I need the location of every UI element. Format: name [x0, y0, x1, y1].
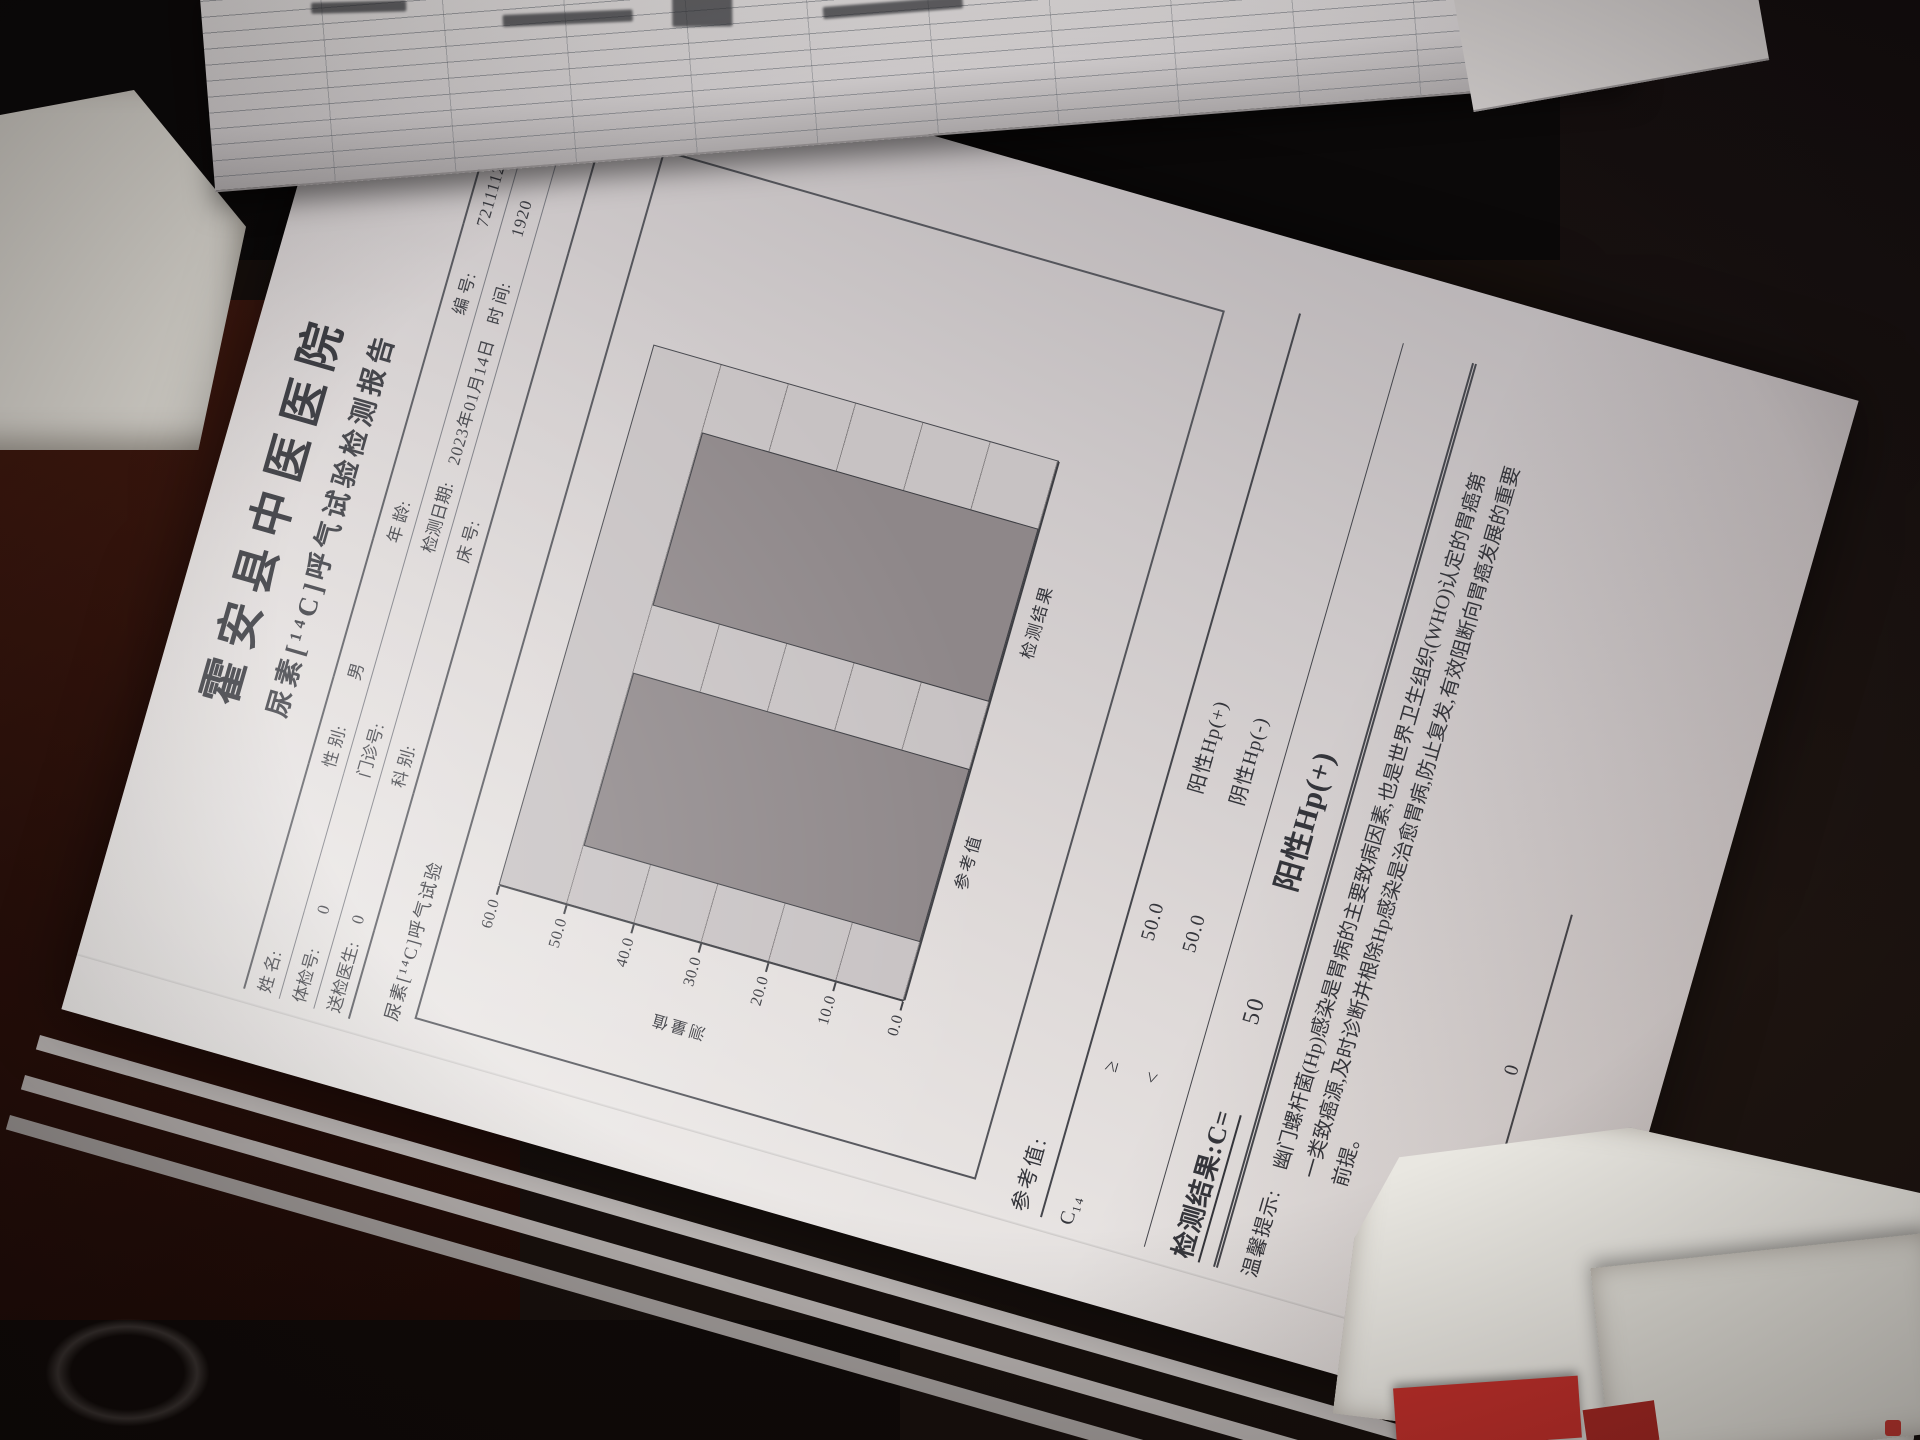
- y-axis-tick-label: 50.0: [545, 916, 571, 950]
- y-axis-tick-label: 30.0: [680, 954, 705, 989]
- y-axis-tick: [899, 1001, 904, 1011]
- result-label: 检测结果:C=: [1162, 1104, 1242, 1263]
- doctor-value: 0: [1499, 1060, 1525, 1078]
- y-axis-tick-label: 40.0: [613, 935, 638, 970]
- y-axis-title: 测量值: [647, 1009, 708, 1042]
- handwriting-scribble: [672, 0, 733, 27]
- y-axis-tick: [832, 982, 837, 992]
- drinking-glass-shadow: [25, 1305, 230, 1440]
- y-axis-tick: [563, 905, 568, 915]
- y-axis-tick-label: 10.0: [814, 993, 840, 1027]
- result-conclusion: 阳性Hp(+): [1270, 747, 1342, 896]
- y-axis-tick: [495, 885, 501, 895]
- red-marker-dot: [1885, 1420, 1901, 1436]
- tips-label: 温馨提示:: [1238, 1186, 1286, 1281]
- y-axis-tick-label: 20.0: [747, 974, 773, 1008]
- y-axis-tick-label: 0.0: [884, 1012, 907, 1039]
- reference-cell: C₁₄: [1055, 1192, 1085, 1228]
- y-axis-tick: [764, 962, 770, 973]
- y-axis-tick-label: 60.0: [478, 896, 504, 931]
- y-axis-tick: [630, 924, 635, 934]
- result-value: 50: [1237, 993, 1271, 1028]
- reference-cell: [1097, 1147, 1150, 1242]
- y-axis-tick: [697, 943, 703, 953]
- plot-panel: 测量值 60.0 50.0 40.0 30.0 20.0 10.0 0.0 参考值 检测结果: [478, 344, 1060, 1042]
